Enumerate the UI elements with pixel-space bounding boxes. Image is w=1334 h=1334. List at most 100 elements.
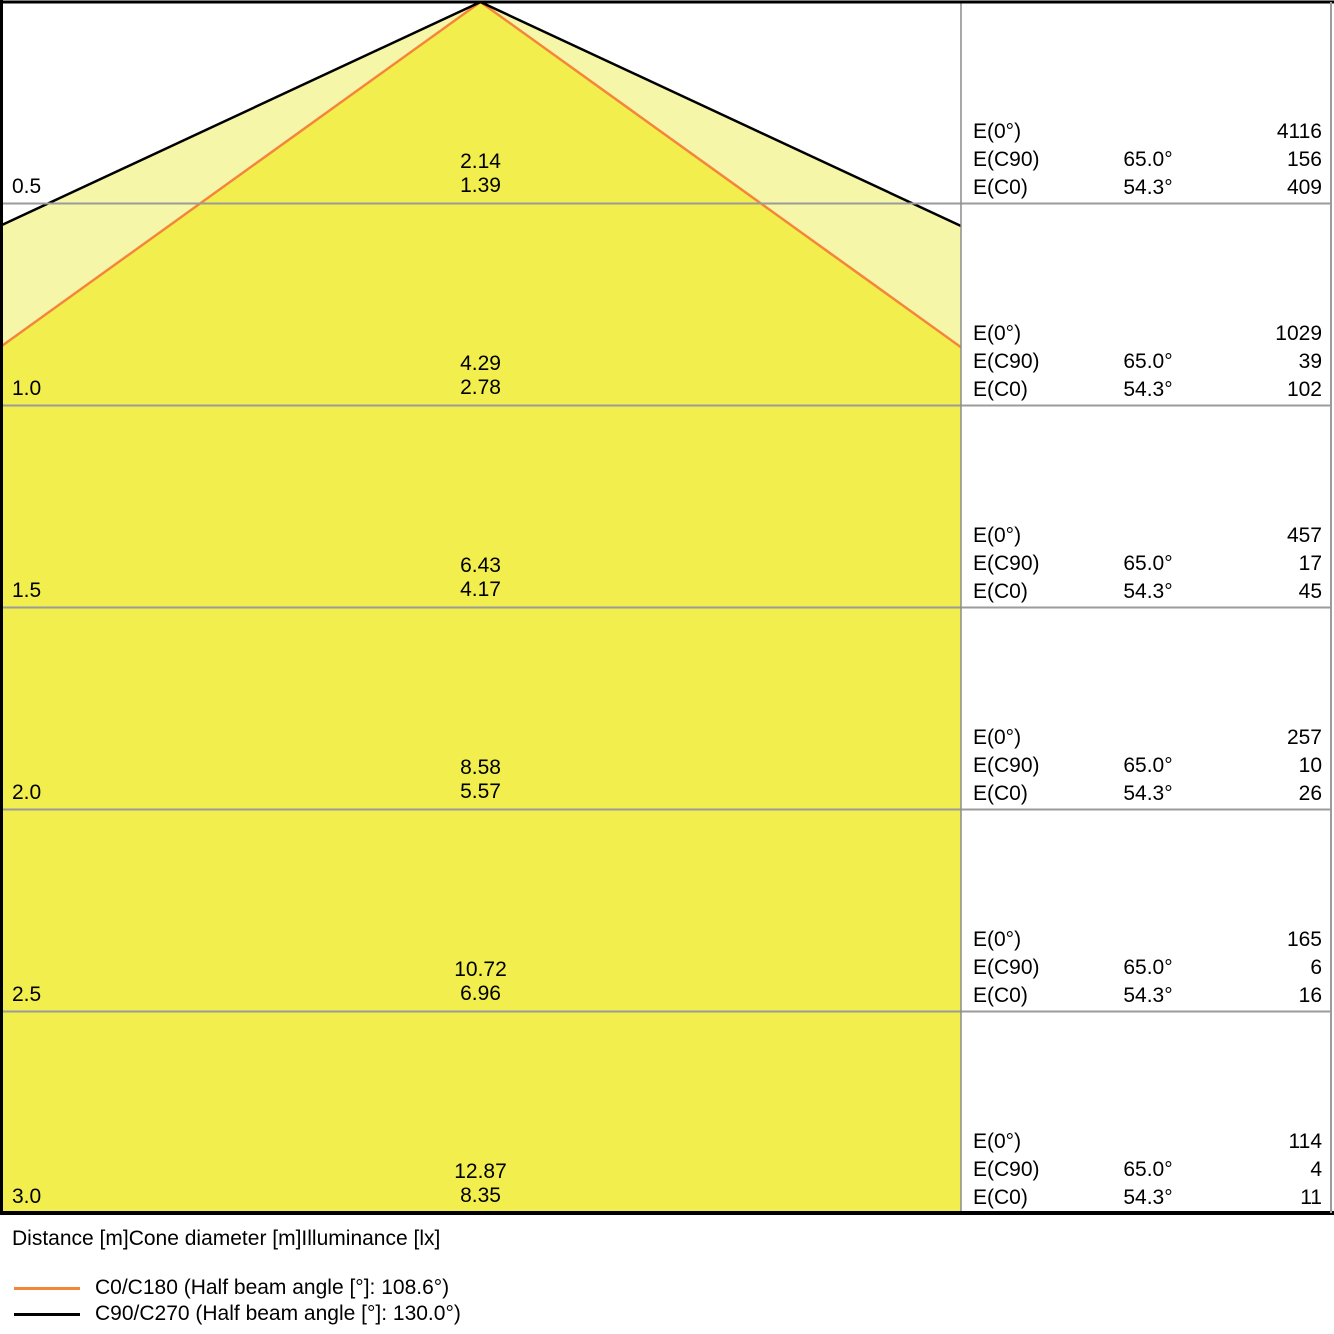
e0-angle [1078,1128,1218,1156]
c90-line-swatch [14,1312,80,1316]
e0-label: E(0°) [973,726,1022,749]
distance-label: 1.0 [12,377,42,400]
ec90-angle: 65.0° [1123,956,1173,979]
cone-diameter-labels: 12.87 8.35 [380,1160,581,1208]
legend-label-c90: C90/C270 (Half beam angle [°]: 130.0°) [95,1302,461,1325]
e0-label: E(0°) [973,524,1022,547]
distance-label: 0.5 [12,175,42,198]
table-row: E(C90) 65.0° 17 [973,550,1322,578]
distance-label: 3.0 [12,1185,42,1208]
e0-label: E(0°) [973,120,1022,143]
table-row: E(0°) 1029 [973,320,1322,348]
ec0-value: 11 [1300,1186,1322,1209]
e0-value: 1029 [1275,322,1322,345]
ec0-label: E(C0) [973,580,1028,603]
cone-diameter-c90: 4.29 [460,352,501,375]
distance-label: 1.5 [12,579,42,602]
ec90-angle: 65.0° [1123,148,1173,171]
cone-diameter-c0: 4.17 [460,578,501,601]
e0-value: 4116 [1276,120,1322,143]
row-gridlines [0,202,1332,1013]
ec90-label: E(C90) [973,1158,1040,1181]
cone-diameter-c90: 6.43 [460,554,501,577]
ec90-value: 156 [1286,148,1322,171]
cone-diameter-labels: 2.14 1.39 [380,150,581,198]
table-row: E(0°) 114 [973,1128,1322,1156]
e0-angle [1078,926,1218,954]
cone-diameter-labels: 10.72 6.96 [380,958,581,1006]
ec90-angle: 65.0° [1123,1158,1173,1181]
table-row: E(C0) 54.3° 16 [973,982,1322,1010]
ec90-value: 4 [1310,1158,1322,1181]
cone-diameter-c90: 2.14 [460,150,501,173]
ec0-value: 409 [1286,176,1322,199]
table-row: E(C0) 54.3° 11 [973,1184,1322,1212]
illuminance-cell: E(0°) 114 E(C90) 65.0° 4 E(C0) 54.3° 11 [973,1128,1322,1212]
e0-label: E(0°) [973,928,1022,951]
ec0-label: E(C0) [973,782,1028,805]
ec90-label: E(C90) [973,552,1040,575]
table-row: E(C90) 65.0° 39 [973,348,1322,376]
ec90-value: 39 [1298,350,1322,373]
e0-value: 457 [1286,524,1322,547]
cone-diameter-c0: 1.39 [460,174,501,197]
table-row: E(0°) 165 [973,926,1322,954]
e0-angle [1078,522,1218,550]
ec0-angle: 54.3° [1123,1186,1173,1209]
cone-diameter-c90: 10.72 [454,958,507,981]
legend-label-c0: C0/C180 (Half beam angle [°]: 108.6°) [95,1276,450,1299]
ec90-label: E(C90) [973,956,1040,979]
ec90-label: E(C90) [973,350,1040,373]
legend-entry-c0: C0/C180 (Half beam angle [°]: 108.6°) [0,1275,449,1301]
distance-label: 2.0 [12,781,42,804]
cone-diameter-c0: 6.96 [460,982,501,1005]
cone-diameter-c0: 2.78 [460,376,501,399]
axis-units-caption: Distance [m]Cone diameter [m]Illuminance… [12,1227,441,1250]
e0-value: 257 [1286,726,1322,749]
legend-entry-c90: C90/C270 (Half beam angle [°]: 130.0°) [0,1301,461,1327]
cone-diagram-area: 0.5 1.0 1.5 2.0 2.5 3.0 2.14 1.39 4.29 2… [0,0,1334,1215]
table-row: E(C0) 54.3° 102 [973,376,1322,404]
ec0-value: 45 [1298,580,1322,603]
e0-label: E(0°) [973,1130,1022,1153]
table-row: E(0°) 257 [973,724,1322,752]
ec0-angle: 54.3° [1123,984,1173,1007]
ec90-value: 10 [1298,754,1322,777]
ec0-angle: 54.3° [1123,782,1173,805]
ec0-value: 26 [1298,782,1322,805]
cone-diameter-c0: 5.57 [460,780,501,803]
cone-diameter-labels: 4.29 2.78 [380,352,581,400]
e0-angle [1078,118,1218,146]
table-row: E(C0) 54.3° 45 [973,578,1322,606]
illuminance-cell: E(0°) 257 E(C90) 65.0° 10 E(C0) 54.3° 26 [973,724,1322,808]
table-row: E(C0) 54.3° 409 [973,174,1322,202]
ec0-angle: 54.3° [1123,580,1173,603]
diagram-border [0,0,1334,1215]
table-row: E(C0) 54.3° 26 [973,780,1322,808]
cone-diameter-c0: 8.35 [460,1184,501,1207]
ec90-value: 17 [1298,552,1322,575]
cone-diameter-labels: 8.58 5.57 [380,756,581,804]
cone-diameter-c90: 8.58 [460,756,501,779]
c0-line-swatch [14,1286,80,1290]
cone-diameter-labels: 6.43 4.17 [380,554,581,602]
cone-diameter-c90: 12.87 [454,1160,507,1183]
ec90-angle: 65.0° [1123,350,1173,373]
ec90-label: E(C90) [973,148,1040,171]
distance-label: 2.5 [12,983,42,1006]
table-row: E(C90) 65.0° 4 [973,1156,1322,1184]
ec0-angle: 54.3° [1123,176,1173,199]
ec0-label: E(C0) [973,176,1028,199]
table-row: E(0°) 4116 [973,118,1322,146]
table-row: E(C90) 65.0° 10 [973,752,1322,780]
table-row: E(0°) 457 [973,522,1322,550]
e0-angle [1078,724,1218,752]
table-row: E(C90) 65.0° 6 [973,954,1322,982]
e0-angle [1078,320,1218,348]
illuminance-cell: E(0°) 165 E(C90) 65.0° 6 E(C0) 54.3° 16 [973,926,1322,1010]
e0-label: E(0°) [973,322,1022,345]
ec90-value: 6 [1310,956,1322,979]
ec0-value: 102 [1286,378,1322,401]
ec90-angle: 65.0° [1123,754,1173,777]
